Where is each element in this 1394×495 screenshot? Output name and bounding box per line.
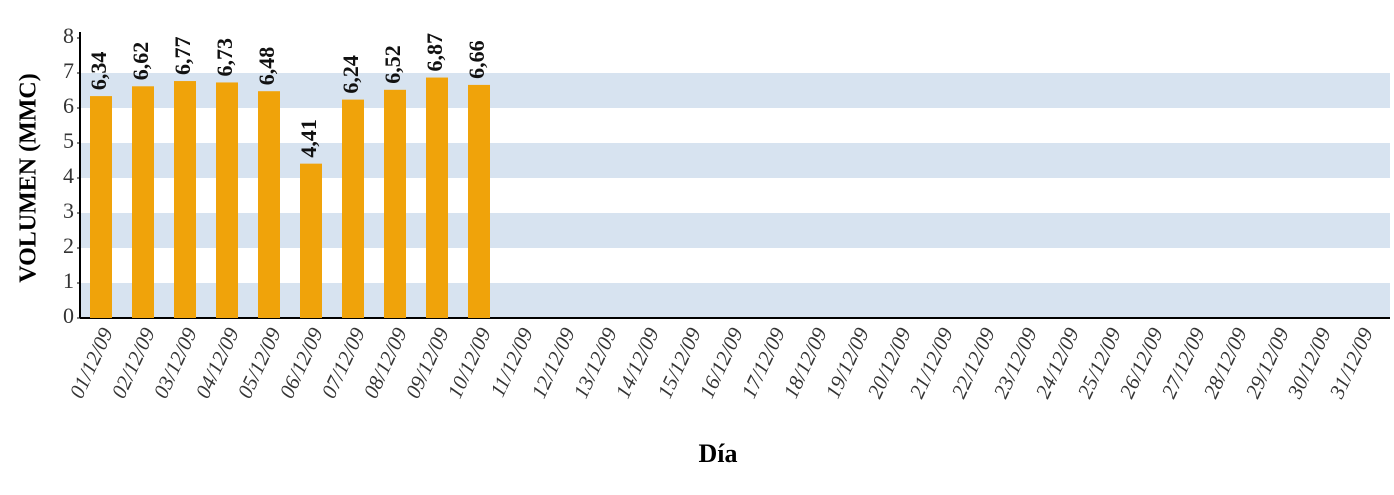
- bar: [342, 99, 364, 318]
- y-tick-label: 0: [63, 303, 74, 328]
- bar: [216, 82, 238, 318]
- data-label: 6,62: [128, 42, 153, 81]
- y-tick-label: 5: [63, 128, 74, 153]
- data-label: 6,66: [464, 40, 489, 79]
- bar: [300, 163, 322, 318]
- grid-band: [80, 213, 1390, 248]
- y-tick-label: 4: [63, 163, 74, 188]
- y-tick-label: 3: [63, 198, 74, 223]
- y-tick-label: 2: [63, 233, 74, 258]
- bar: [258, 91, 280, 318]
- bar: [384, 89, 406, 318]
- y-axis-label: VOLUMEN (MMC): [16, 73, 42, 282]
- data-label: 6,77: [170, 37, 195, 76]
- data-label: 6,48: [254, 47, 279, 86]
- bar: [90, 96, 112, 318]
- data-label: 6,52: [380, 45, 405, 84]
- bar: [468, 84, 490, 319]
- bar: [132, 86, 154, 318]
- y-tick-label: 7: [63, 58, 74, 83]
- data-label: 6,87: [422, 33, 447, 72]
- x-axis-label: Día: [699, 439, 738, 468]
- grid-band: [80, 283, 1390, 318]
- data-label: 6,73: [212, 38, 237, 77]
- bar: [426, 77, 448, 318]
- grid-band: [80, 143, 1390, 178]
- y-tick-label: 1: [63, 268, 74, 293]
- data-label: 4,41: [296, 119, 321, 158]
- y-tick-label: 8: [63, 23, 74, 48]
- data-label: 6,34: [86, 52, 111, 91]
- bar: [174, 81, 196, 318]
- y-tick-label: 6: [63, 93, 74, 118]
- grid-band: [80, 73, 1390, 108]
- data-label: 6,24: [338, 55, 363, 94]
